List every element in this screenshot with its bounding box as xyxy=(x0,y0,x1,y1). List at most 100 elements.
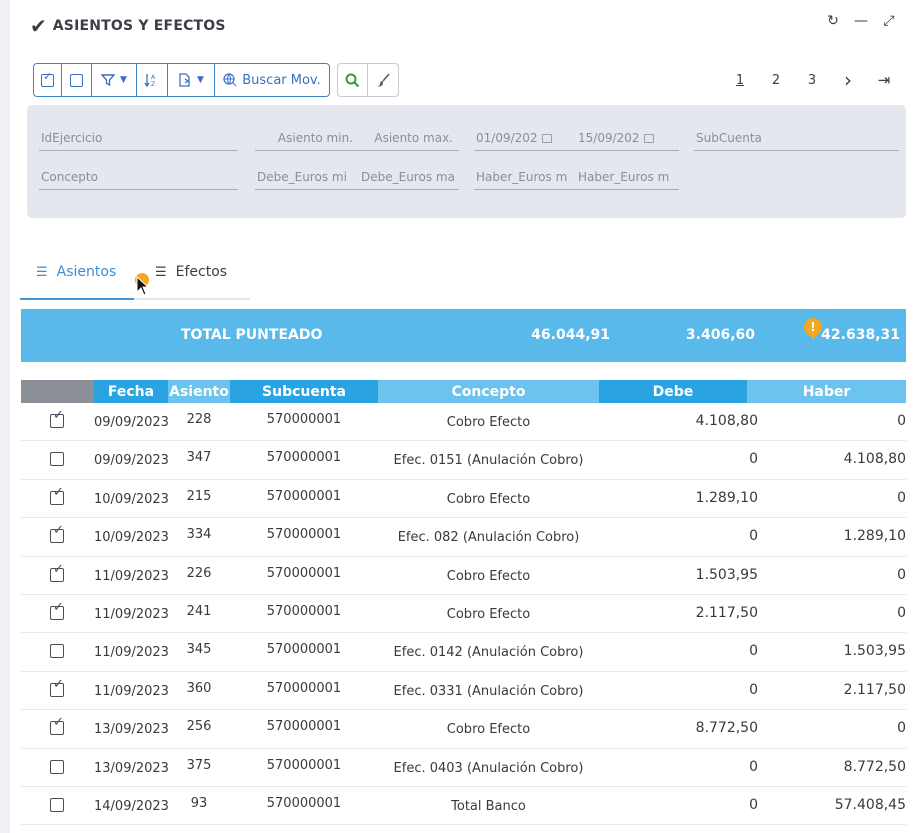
cell-asiento: 215 xyxy=(186,488,212,504)
fecha-desde-field[interactable]: 01/09/202 xyxy=(474,125,576,151)
row-checkbox[interactable] xyxy=(50,759,64,774)
id-ejercicio-field[interactable]: IdEjercicio xyxy=(39,125,238,151)
cell-haber: 0 xyxy=(897,489,906,506)
table-row[interactable]: 14/09/2023 93 570000001 Total Banco 0 57.408,… xyxy=(21,787,906,826)
next-page-icon[interactable]: › xyxy=(844,68,852,92)
haber-max-field[interactable]: Haber_Euros m xyxy=(576,164,679,190)
table-row[interactable]: 10/09/2023 334 570000001 Efec. 082 (Anulaci… xyxy=(21,518,906,557)
fecha-hasta-field[interactable]: 15/09/202 xyxy=(576,125,679,151)
cell-concepto: Efec. 0331 (Anulación Cobro) xyxy=(393,683,584,699)
row-checkbox-checked[interactable] xyxy=(50,715,64,736)
page-1-link[interactable]: 1 xyxy=(735,72,745,88)
debe-max-field[interactable]: Debe_Euros ma xyxy=(359,164,459,190)
filter-panel: IdEjercicio Asiento min. Asiento max. 01… xyxy=(27,105,906,218)
row-checkbox[interactable] xyxy=(50,644,64,659)
window-controls: ↻ — ⤢ xyxy=(826,13,896,29)
cell-subcuenta: 570000001 xyxy=(266,603,342,619)
cell-debe: 8.772,50 xyxy=(695,720,758,737)
warning-icon-tip xyxy=(809,333,817,340)
row-checkbox-checked[interactable] xyxy=(50,523,64,544)
cell-haber: 0 xyxy=(897,413,906,429)
total-punteado-bar: TOTAL PUNTEADO 46.044,91 3.406,60 42.638… xyxy=(21,309,906,362)
header-fecha[interactable]: Fecha xyxy=(94,380,168,403)
row-checkbox[interactable] xyxy=(50,797,64,812)
asiento-min-field[interactable]: Asiento min. xyxy=(255,125,359,151)
debe-min-field[interactable]: Debe_Euros mi xyxy=(255,164,359,190)
table-header: Fecha Asiento Subcuenta Concepto Debe Ha… xyxy=(21,380,906,403)
cell-subcuenta: 570000001 xyxy=(266,527,342,543)
cell-asiento: 347 xyxy=(186,450,212,466)
table-row[interactable]: 10/09/2023 215 570000001 Cobro Efecto 1.289,… xyxy=(21,480,906,519)
checkbox-checked-icon xyxy=(41,70,54,87)
minimize-icon[interactable]: — xyxy=(854,13,868,29)
table-row[interactable]: 13/09/2023 375 570000001 Efec. 0403 (Anulac… xyxy=(21,749,906,787)
header-asiento[interactable]: Asiento xyxy=(168,380,230,403)
deselect-all-button[interactable] xyxy=(62,64,92,96)
cell-haber: 1.289,10 xyxy=(843,528,906,545)
select-all-button[interactable] xyxy=(34,64,62,96)
cell-debe: 0 xyxy=(749,758,758,775)
table-row[interactable]: 11/09/2023 241 570000001 Cobro Efecto 2.117,… xyxy=(21,595,906,634)
cell-haber: 57.408,45 xyxy=(834,796,906,813)
fecha-hasta-value: 15/09/202 xyxy=(578,131,640,145)
header-concepto[interactable]: Concepto xyxy=(378,380,599,403)
cell-subcuenta: 570000001 xyxy=(266,795,342,811)
checkbox-empty-icon xyxy=(70,73,83,87)
table-row[interactable]: 09/09/2023 347 570000001 Efec. 0151 (Anulac… xyxy=(21,441,906,480)
haber-min-placeholder: Haber_Euros m xyxy=(476,170,568,184)
row-checkbox[interactable] xyxy=(50,452,64,467)
calendar-icon[interactable] xyxy=(643,134,654,143)
haber-max-placeholder: Haber_Euros m xyxy=(578,170,670,184)
cell-concepto: Efec. 0151 (Anulación Cobro) xyxy=(393,453,584,469)
refresh-icon[interactable]: ↻ xyxy=(827,13,839,29)
concepto-field[interactable]: Concepto xyxy=(39,164,238,190)
svg-text:Z: Z xyxy=(151,81,155,88)
row-checkbox-checked[interactable] xyxy=(50,562,64,582)
page-3-link[interactable]: 3 xyxy=(807,72,817,88)
calendar-icon[interactable] xyxy=(541,134,552,143)
total-haber: 3.406,60 xyxy=(685,327,755,343)
cell-fecha: 09/09/2023 xyxy=(94,415,169,430)
warning-icon[interactable]: ! xyxy=(804,318,822,336)
row-checkbox-checked[interactable] xyxy=(50,408,64,428)
list-icon: ☰ xyxy=(155,264,167,280)
cell-asiento: 345 xyxy=(186,642,212,658)
last-page-icon[interactable]: ⇥ xyxy=(877,71,891,89)
table-row[interactable]: 11/09/2023 360 570000001 Efec. 0331 (Anulac… xyxy=(21,672,906,711)
table-row[interactable]: 09/09/2023 228 570000001 Cobro Efecto 4.108,… xyxy=(21,403,906,442)
tab-bar: ☰ Asientos ☰ Efectos xyxy=(20,258,250,300)
tab-efectos[interactable]: ☰ Efectos xyxy=(155,264,227,280)
tab-asientos[interactable]: ☰ Asientos xyxy=(36,264,116,280)
asientos-efectos-panel: ✔ ASIENTOS Y EFECTOS ↻ — ⤢ ▼ AZ ▼ Buscar… xyxy=(10,0,924,833)
cell-concepto: Cobro Efecto xyxy=(446,491,531,507)
cell-haber: 0 xyxy=(897,720,906,737)
search-button[interactable] xyxy=(338,64,368,96)
clear-filters-button[interactable] xyxy=(368,64,398,96)
subcuenta-field[interactable]: SubCuenta xyxy=(694,125,899,151)
expand-icon[interactable]: ⤢ xyxy=(883,13,895,29)
export-dropdown-button[interactable]: ▼ xyxy=(168,64,215,96)
table-row[interactable]: 13/09/2023 256 570000001 Cobro Efecto 8.772,… xyxy=(21,710,906,749)
table-body: 09/09/2023 228 570000001 Cobro Efecto 4.108,… xyxy=(21,403,906,826)
buscar-mov-button[interactable]: Buscar Mov. xyxy=(215,64,329,96)
cell-concepto: Cobro Efecto xyxy=(446,722,531,738)
header-haber[interactable]: Haber xyxy=(747,380,906,403)
total-debe: 46.044,91 xyxy=(531,327,610,343)
row-checkbox-checked[interactable] xyxy=(50,485,64,505)
row-checkbox-checked[interactable] xyxy=(50,677,64,697)
header-debe[interactable]: Debe xyxy=(599,380,747,403)
cell-concepto: Total Banco xyxy=(451,798,526,814)
cell-subcuenta: 570000001 xyxy=(266,565,342,581)
check-icon: ✔ xyxy=(30,14,47,38)
cell-fecha: 09/09/2023 xyxy=(94,453,169,469)
cell-haber: 2.117,50 xyxy=(843,681,906,698)
table-row[interactable]: 11/09/2023 226 570000001 Cobro Efecto 1.503,… xyxy=(21,557,906,595)
row-checkbox-checked[interactable] xyxy=(50,600,64,620)
table-row[interactable]: 11/09/2023 345 570000001 Efec. 0142 (Anulac… xyxy=(21,633,906,672)
header-subcuenta[interactable]: Subcuenta xyxy=(230,380,378,403)
page-2-link[interactable]: 2 xyxy=(771,72,781,88)
haber-min-field[interactable]: Haber_Euros m xyxy=(474,164,576,190)
asiento-max-field[interactable]: Asiento max. xyxy=(359,125,459,151)
filter-dropdown-button[interactable]: ▼ xyxy=(92,64,137,96)
